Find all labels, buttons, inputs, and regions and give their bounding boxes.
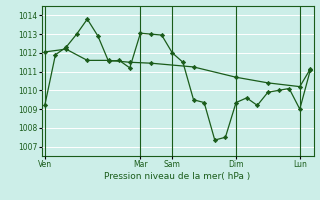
X-axis label: Pression niveau de la mer( hPa ): Pression niveau de la mer( hPa ) — [104, 172, 251, 181]
